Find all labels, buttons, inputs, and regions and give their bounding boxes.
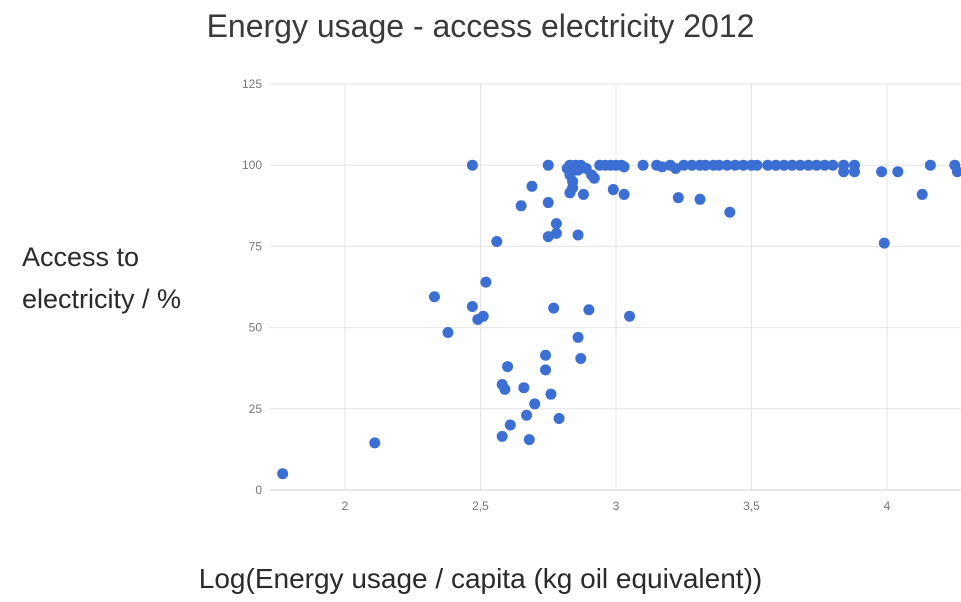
data-point-86 — [838, 166, 850, 178]
data-point-1 — [369, 437, 381, 449]
data-point-90 — [878, 237, 890, 249]
data-point-75 — [751, 159, 763, 171]
data-point-64 — [686, 159, 698, 171]
data-point-5 — [466, 159, 478, 171]
data-point-41 — [572, 331, 584, 343]
data-point-76 — [762, 159, 774, 171]
data-point-17 — [521, 409, 533, 421]
data-point-4 — [466, 300, 478, 312]
data-point-7 — [477, 310, 489, 322]
data-point-56 — [624, 310, 636, 322]
data-points — [277, 159, 961, 480]
data-point-3 — [442, 326, 454, 338]
x-tick-label-1: 2,5 — [472, 499, 489, 513]
data-point-89 — [876, 166, 888, 178]
data-point-21 — [540, 349, 552, 361]
data-point-30 — [542, 159, 554, 171]
data-point-16 — [518, 382, 530, 394]
data-point-73 — [737, 159, 749, 171]
y-tick-label-100: 100 — [242, 158, 262, 172]
data-point-72 — [729, 159, 741, 171]
data-point-29 — [553, 413, 565, 425]
data-point-91 — [892, 166, 904, 178]
data-point-2 — [428, 291, 440, 303]
tick-labels: 0 25 50 75 100 125 2 2,5 3 3,5 4 — [242, 77, 891, 513]
x-tick-label-0: 2 — [342, 499, 349, 513]
data-point-71 — [724, 206, 736, 218]
data-point-54 — [618, 161, 630, 173]
data-point-83 — [819, 159, 831, 171]
data-point-80 — [794, 159, 806, 171]
data-point-79 — [786, 159, 798, 171]
data-point-12 — [499, 383, 511, 395]
data-point-9 — [491, 236, 503, 248]
y-tick-label-50: 50 — [249, 321, 263, 335]
data-point-88 — [848, 166, 860, 178]
chart-title: Energy usage - access electricity 2012 — [206, 8, 755, 44]
data-point-92 — [916, 188, 928, 200]
data-point-26 — [548, 302, 560, 314]
y-tick-label-25: 25 — [249, 402, 263, 416]
data-point-62 — [672, 192, 684, 204]
y-tick-label-0: 0 — [255, 483, 262, 497]
data-point-42 — [575, 352, 587, 364]
x-tick-label-3: 3,5 — [743, 499, 760, 513]
data-point-15 — [515, 200, 527, 212]
data-point-45 — [583, 304, 595, 316]
data-point-81 — [802, 159, 814, 171]
data-point-27 — [550, 218, 562, 230]
data-point-36 — [564, 187, 576, 199]
data-point-43 — [577, 188, 589, 200]
y-tick-label-125: 125 — [242, 77, 262, 91]
data-point-51 — [607, 184, 619, 196]
y-axis-title: Access to electricity / % — [22, 236, 222, 320]
data-point-67 — [699, 159, 711, 171]
data-point-47 — [588, 172, 600, 184]
data-point-55 — [618, 188, 630, 200]
data-point-10 — [496, 430, 508, 442]
data-point-78 — [778, 159, 790, 171]
data-point-66 — [694, 193, 706, 205]
data-point-95 — [951, 166, 961, 178]
y-axis-title-line-1: Access to — [22, 242, 140, 272]
grid-lines — [270, 83, 961, 491]
y-tick-label-75: 75 — [249, 239, 263, 253]
y-axis-title-line-2: electricity / % — [22, 284, 182, 314]
data-point-23 — [542, 197, 554, 209]
data-point-93 — [924, 159, 936, 171]
data-point-25 — [545, 388, 557, 400]
data-point-82 — [811, 159, 823, 171]
data-point-8 — [480, 276, 492, 288]
data-point-40 — [572, 229, 584, 241]
data-point-13 — [502, 361, 514, 373]
x-tick-label-2: 3 — [613, 499, 620, 513]
data-point-63 — [678, 159, 690, 171]
data-point-14 — [504, 419, 516, 431]
data-point-57 — [637, 159, 649, 171]
data-point-28 — [550, 227, 562, 239]
data-point-20 — [529, 398, 541, 410]
data-point-19 — [526, 180, 538, 192]
data-point-18 — [523, 434, 535, 446]
data-point-69 — [713, 159, 725, 171]
data-point-70 — [721, 159, 733, 171]
x-axis-title: Log(Energy usage / capita (kg oil equiva… — [198, 563, 763, 594]
data-point-77 — [770, 159, 782, 171]
data-point-84 — [827, 159, 839, 171]
data-point-0 — [277, 468, 289, 480]
data-point-22 — [540, 364, 552, 376]
x-tick-label-4: 4 — [884, 499, 891, 513]
